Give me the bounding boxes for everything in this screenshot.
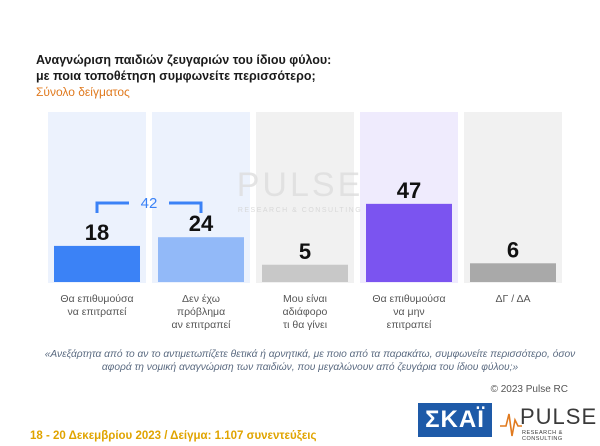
bar: [470, 263, 556, 282]
category-label: να μην: [393, 306, 424, 318]
skai-logo-text: ΣΚΑΪ: [425, 406, 485, 433]
bar: [366, 203, 452, 282]
category-label: Δεν έχω: [182, 293, 220, 305]
category-label: Θα επιθυμούσα: [372, 293, 445, 305]
chart-subtitle: Σύνολο δείγματος: [36, 85, 130, 99]
data-label: 5: [299, 239, 311, 264]
bracket-right: [169, 201, 203, 213]
category-label: ΔΓ / ΔΑ: [496, 293, 531, 305]
survey-dates-footer: 18 - 20 Δεκεμβρίου 2023 / Δείγμα: 1.107 …: [30, 430, 317, 442]
skai-logo: ΣΚΑΪ: [418, 403, 492, 437]
watermark-sub: RESEARCH & CONSULTING: [238, 207, 362, 214]
bar-panel: [464, 112, 562, 283]
category-label: αδιάφορο: [283, 306, 328, 318]
category-label: τι θα γίνει: [283, 319, 328, 331]
pulse-logo: PULSE RESEARCH & CONSULTING: [500, 404, 598, 442]
copyright: © 2023 Pulse RC: [490, 384, 568, 395]
category-label: να επιτραπεί: [68, 306, 128, 318]
data-label: 6: [507, 237, 519, 262]
title-line-1: Αναγνώριση παιδιών ζευγαριών του ίδιου φ…: [36, 53, 332, 67]
watermark-word: PULSE: [237, 166, 364, 204]
bracket-label: 42: [141, 195, 158, 212]
bar: [262, 264, 348, 282]
chart-title: Αναγνώριση παιδιών ζευγαριών του ίδιου φ…: [36, 52, 331, 84]
bar: [158, 237, 244, 282]
title-line-2: με ποια τοποθέτηση συμφωνείτε περισσότερ…: [36, 69, 316, 83]
category-label: Θα επιθυμούσα: [60, 293, 133, 305]
survey-question: «Ανεξάρτητα από το αν το αντιμετωπίζετε …: [44, 349, 576, 373]
bracket-left: [95, 201, 129, 213]
data-label: 18: [85, 220, 109, 245]
category-label: πρόβλημα: [177, 306, 225, 318]
data-label: 24: [189, 211, 214, 236]
bar-panel: [256, 112, 354, 283]
pulse-wave-icon: [500, 413, 522, 437]
category-label: Μου είναι: [283, 293, 328, 305]
category-label: αν επιτραπεί: [172, 319, 232, 331]
data-label: 47: [397, 178, 421, 203]
pulse-logo-word: PULSE: [520, 404, 598, 429]
pulse-logo-sub: RESEARCH & CONSULTING: [522, 430, 563, 442]
category-label: επιτραπεί: [387, 319, 432, 331]
bar: [54, 245, 140, 282]
